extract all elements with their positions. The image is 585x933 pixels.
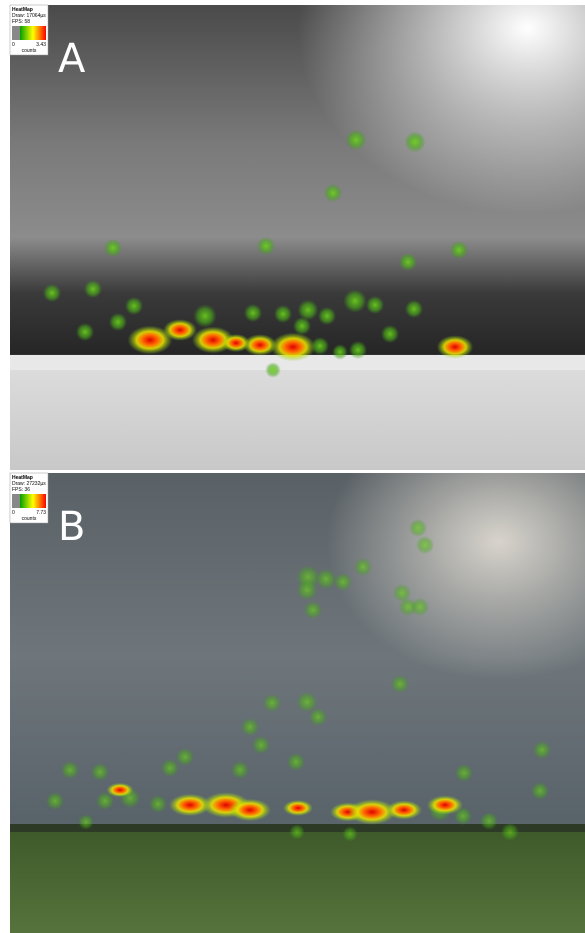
heat-spot: [531, 782, 549, 800]
heat-spot: [332, 344, 348, 360]
panel-b: B: [10, 473, 585, 933]
heat-spot: [391, 675, 409, 693]
heat-spot: [354, 558, 372, 576]
legend-checker: [12, 494, 20, 508]
legend-unit: counts: [22, 516, 37, 522]
sky-glow: [10, 5, 585, 470]
heat-spot: [76, 323, 94, 341]
heat-spot: [265, 362, 281, 378]
heat-spot: [293, 317, 311, 335]
heat-spot: [405, 132, 426, 153]
heat-spot: [304, 601, 322, 619]
legend-scale: [20, 494, 46, 508]
legend-checker: [12, 26, 20, 40]
panel-label: A: [58, 36, 86, 82]
heat-hotspot: [427, 795, 463, 814]
legend-unit: counts: [22, 48, 37, 54]
heat-spot: [297, 580, 318, 601]
heat-hotspot: [163, 319, 197, 341]
heat-spot: [125, 297, 143, 315]
heat-spot: [149, 795, 167, 813]
heat-spot: [480, 812, 498, 830]
heat-spot: [252, 736, 270, 754]
heat-spot: [43, 284, 61, 302]
heat-spot: [309, 708, 327, 726]
legend-scale: [20, 26, 46, 40]
figure: A B HeatMapDraw: 17064µsFPS: 5803.43coun…: [0, 0, 585, 933]
legend-max: 7.73: [36, 510, 46, 516]
heat-hotspot: [437, 335, 473, 358]
heat-spot: [61, 761, 79, 779]
heat-spot: [244, 304, 262, 322]
heat-spot: [231, 761, 249, 779]
heat-spot: [343, 289, 366, 312]
heat-spot: [274, 305, 292, 323]
field: [10, 830, 585, 933]
legend-min: 0: [12, 510, 15, 516]
heat-spot: [161, 759, 179, 777]
heat-spot: [409, 519, 427, 537]
heat-hotspot: [229, 799, 271, 821]
heat-spot: [241, 718, 259, 736]
heat-spot: [287, 753, 305, 771]
heat-spot: [411, 598, 429, 616]
legend-fps: FPS: 36: [12, 487, 30, 493]
heat-spot: [104, 239, 122, 257]
heat-spot: [318, 307, 336, 325]
panel-label: B: [58, 504, 85, 550]
heat-hotspot: [271, 333, 316, 362]
heat-spot: [263, 694, 281, 712]
heat-spot: [84, 280, 102, 298]
heat-spot: [349, 341, 367, 359]
heat-spot: [109, 313, 127, 331]
heat-hotspot: [222, 334, 250, 352]
heat-spot: [78, 814, 94, 830]
heat-hotspot: [107, 783, 134, 797]
legend-max: 3.43: [36, 42, 46, 48]
legend-fps: FPS: 58: [12, 19, 30, 25]
heat-spot: [405, 300, 423, 318]
heat-spot: [324, 184, 342, 202]
heat-spot: [416, 536, 434, 554]
heat-spot: [346, 130, 367, 151]
heat-spot: [316, 569, 337, 590]
heat-spot: [399, 253, 417, 271]
heat-hotspot: [283, 800, 313, 816]
heat-spot: [193, 304, 216, 327]
heat-hotspot: [386, 800, 422, 819]
heat-spot: [91, 763, 109, 781]
heat-spot: [455, 764, 473, 782]
heat-spot: [257, 237, 275, 255]
heat-spot: [46, 792, 64, 810]
heat-spot: [450, 241, 468, 259]
heat-spot: [334, 573, 352, 591]
heat-spot: [342, 826, 358, 842]
panel-a: A: [10, 5, 585, 470]
heat-spot: [501, 823, 519, 841]
heat-spot: [176, 748, 194, 766]
heat-spot: [366, 296, 384, 314]
legend-min: 0: [12, 42, 15, 48]
heat-spot: [533, 741, 551, 759]
heat-spot: [381, 325, 399, 343]
heat-spot: [289, 824, 305, 840]
